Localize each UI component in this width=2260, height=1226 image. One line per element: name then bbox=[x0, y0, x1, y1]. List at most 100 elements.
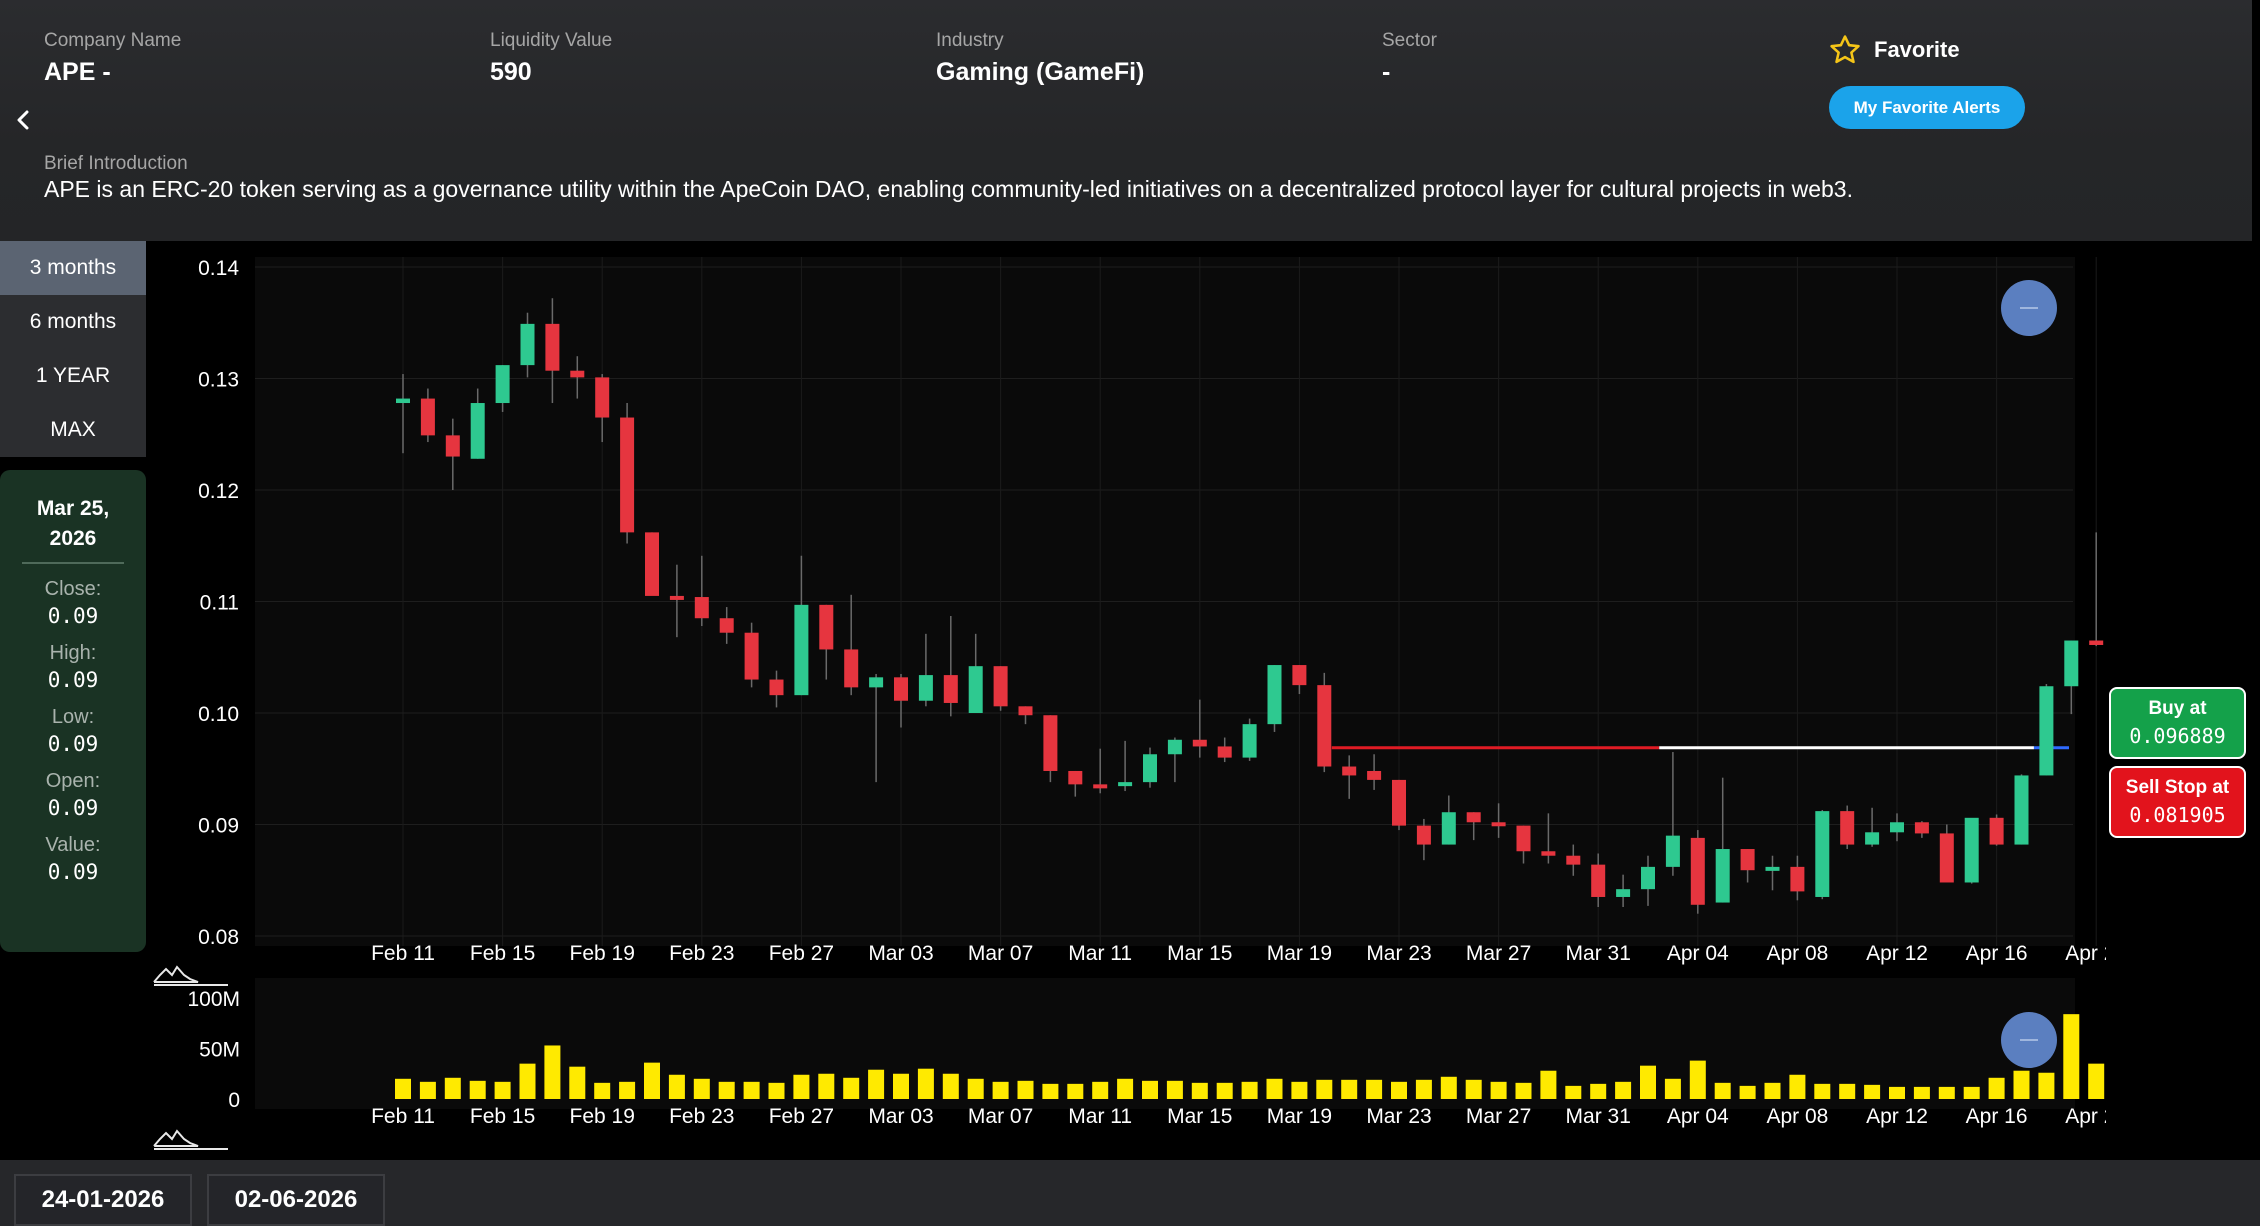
end-date-input[interactable]: 02-06-2026 bbox=[207, 1174, 385, 1226]
volume-bar bbox=[2063, 1014, 2080, 1099]
volume-bar bbox=[818, 1073, 835, 1099]
info-close: Close: 0.09 bbox=[0, 578, 146, 628]
volume-x-tick-label: Mar 15 bbox=[1167, 1105, 1232, 1128]
candle-down bbox=[1317, 685, 1332, 767]
candle-down bbox=[1292, 665, 1307, 686]
volume-bar bbox=[1640, 1065, 1656, 1099]
candle-down bbox=[1093, 784, 1108, 789]
info-open: Open: 0.09 bbox=[0, 770, 146, 820]
volume-bar bbox=[1490, 1081, 1507, 1099]
price-x-tick-label: Mar 31 bbox=[1566, 942, 1631, 965]
volume-bar bbox=[1664, 1078, 1681, 1099]
volume-x-tick-label: Feb 23 bbox=[669, 1105, 734, 1128]
volume-bar bbox=[1938, 1086, 1955, 1099]
price-x-tick-label: Feb 27 bbox=[769, 942, 834, 965]
volume-bar bbox=[644, 1062, 660, 1099]
range-1-year-button[interactable]: 1 YEAR bbox=[0, 349, 146, 403]
favorite-toggle[interactable]: Favorite bbox=[1828, 30, 1960, 70]
volume-bar bbox=[1017, 1080, 1034, 1099]
candle-up bbox=[1815, 811, 1830, 897]
candle-up bbox=[520, 323, 535, 366]
info-value-label: Value: bbox=[45, 834, 101, 856]
candle-up bbox=[2064, 640, 2079, 687]
price-x-tick-label: Apr 16 bbox=[1966, 942, 2028, 965]
sector-value: - bbox=[1382, 58, 1391, 86]
range-3-months-button[interactable]: 3 months bbox=[0, 241, 146, 295]
buy-order-price: 0.096889 bbox=[2129, 724, 2226, 748]
volume-bar bbox=[793, 1074, 810, 1099]
volume-bar bbox=[1814, 1083, 1831, 1099]
candle-up bbox=[1964, 817, 1979, 883]
volume-x-tick-label: Mar 27 bbox=[1466, 1105, 1531, 1128]
price-chart[interactable]: 0.08 0.09 0.10 0.11 0.12 0.13 0.14 Feb 11 Feb 15… bbox=[146, 241, 2106, 1160]
volume-x-tick-label: Feb 27 bbox=[769, 1105, 834, 1128]
candle-up bbox=[1641, 866, 1655, 890]
price-y-tick-label: 0.14 bbox=[198, 257, 239, 280]
candle-up bbox=[918, 675, 933, 701]
range-max-button[interactable]: MAX bbox=[0, 403, 146, 457]
candle-down bbox=[570, 370, 585, 378]
volume-bar bbox=[743, 1081, 760, 1099]
price-y-tick-label: 0.11 bbox=[200, 592, 239, 615]
volume-bar bbox=[1191, 1082, 1208, 1099]
volume-bar bbox=[1341, 1079, 1358, 1099]
candle-up bbox=[1267, 665, 1282, 725]
price-x-tick-label: Mar 07 bbox=[968, 942, 1033, 965]
candle-down bbox=[943, 675, 958, 703]
candle-up bbox=[1616, 889, 1631, 897]
candle-up bbox=[1118, 782, 1133, 787]
candle-down bbox=[1914, 822, 1929, 834]
candle-down bbox=[669, 595, 684, 600]
price-x-tick-label: Apr 12 bbox=[1866, 942, 1928, 965]
volume-bar bbox=[1266, 1078, 1283, 1099]
candle-down bbox=[844, 649, 859, 688]
buy-order-badge[interactable]: Buy at 0.096889 bbox=[2109, 687, 2246, 759]
price-x-tick-label: Apr 08 bbox=[1766, 942, 1828, 965]
company-header: Company Name APE - Liquidity Value 590 I… bbox=[0, 0, 2252, 241]
info-value: Value: 0.09 bbox=[0, 834, 146, 884]
volume-x-tick-label: Feb 19 bbox=[570, 1105, 635, 1128]
range-6-months-button[interactable]: 6 months bbox=[0, 295, 146, 349]
candle-down bbox=[694, 597, 709, 619]
candle-info-panel: Mar 25, 2026 Close: 0.09 High: 0.09 Low:… bbox=[0, 470, 146, 952]
volume-bar bbox=[1166, 1080, 1183, 1099]
volume-bar bbox=[1689, 1060, 1706, 1099]
volume-bar bbox=[1117, 1078, 1134, 1099]
sector-field: Sector - bbox=[1382, 30, 1437, 87]
candle-down bbox=[1217, 746, 1232, 758]
candle-down bbox=[1516, 825, 1531, 852]
sell-stop-order-badge[interactable]: Sell Stop at 0.081905 bbox=[2109, 766, 2246, 838]
sell-stop-order-label: Sell Stop at bbox=[2125, 777, 2230, 798]
candle-down bbox=[744, 632, 759, 680]
company-name-label: Company Name bbox=[44, 30, 182, 51]
volume-bar bbox=[693, 1078, 710, 1099]
candle-up bbox=[495, 365, 510, 404]
my-favorite-alerts-button[interactable]: My Favorite Alerts bbox=[1829, 86, 2025, 129]
volume-bar bbox=[1540, 1070, 1557, 1099]
volume-bar bbox=[1241, 1081, 1258, 1099]
candle-down bbox=[894, 677, 908, 701]
candle-up bbox=[1890, 822, 1904, 833]
candle-down bbox=[819, 604, 834, 650]
info-low: Low: 0.09 bbox=[0, 706, 146, 756]
volume-bar bbox=[469, 1080, 486, 1099]
price-x-tick-label: Mar 23 bbox=[1366, 942, 1431, 965]
volume-bar bbox=[2088, 1063, 2105, 1099]
candle-down bbox=[645, 532, 659, 596]
volume-zoom-toggle-icon[interactable] bbox=[2001, 1012, 2057, 1068]
candle-up bbox=[794, 604, 809, 696]
volume-y-tick-label: 0 bbox=[228, 1089, 240, 1112]
back-button[interactable] bbox=[10, 104, 34, 136]
date-range-footer: 24-01-2026 02-06-2026 bbox=[0, 1160, 2260, 1226]
volume-bar bbox=[594, 1082, 611, 1099]
volume-x-tick-label: Apr 16 bbox=[1966, 1105, 2028, 1128]
liquidity-label: Liquidity Value bbox=[490, 30, 613, 51]
volume-x-tick-label: Feb 11 bbox=[371, 1105, 435, 1128]
volume-bar bbox=[1714, 1082, 1731, 1099]
candle-down bbox=[1566, 855, 1581, 865]
volume-bar bbox=[1415, 1079, 1432, 1099]
price-zoom-toggle-icon[interactable] bbox=[2001, 280, 2057, 336]
start-date-input[interactable]: 24-01-2026 bbox=[14, 1174, 192, 1226]
volume-bar bbox=[1590, 1083, 1607, 1099]
price-x-tick-label: Apr 04 bbox=[1667, 942, 1729, 965]
